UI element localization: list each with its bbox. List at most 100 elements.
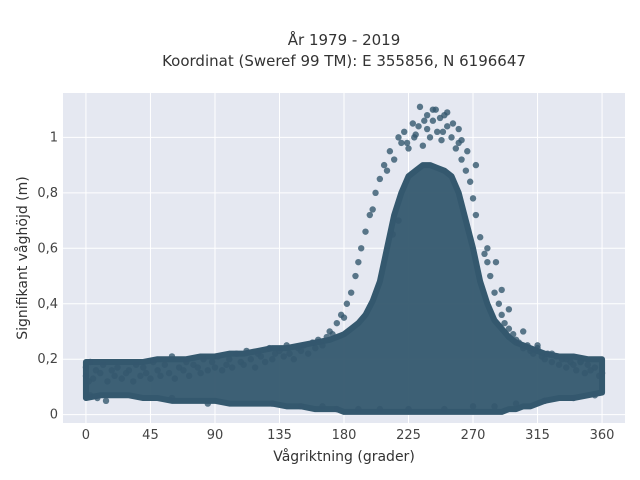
data-point-22 [154, 367, 161, 374]
data-point-160 [464, 148, 471, 155]
x-tick-label-6: 270 [461, 428, 486, 443]
data-point-185 [441, 405, 448, 413]
data-point-111 [472, 211, 480, 219]
data-point-78 [355, 258, 362, 266]
data-point-187 [491, 403, 498, 410]
data-point-174 [94, 394, 101, 402]
data-point-159 [458, 136, 465, 144]
data-point-178 [269, 400, 276, 407]
data-point-99 [429, 117, 437, 124]
data-point-168 [520, 328, 527, 335]
data-point-97 [423, 125, 431, 133]
data-point-139 [573, 367, 580, 374]
data-point-10 [111, 372, 118, 380]
data-point-125 [524, 342, 531, 349]
data-point-107 [458, 156, 465, 163]
data-point-81 [366, 211, 374, 219]
data-point-47 [243, 347, 250, 355]
data-point-30 [183, 358, 190, 366]
data-point-17 [137, 372, 144, 380]
data-point-59 [286, 350, 293, 357]
data-point-92 [405, 145, 412, 152]
data-point-150 [436, 114, 444, 122]
data-point-20 [147, 375, 154, 382]
data-point-34 [197, 369, 204, 377]
data-point-93 [409, 120, 417, 127]
data-point-69 [323, 333, 330, 341]
data-point-161 [472, 161, 480, 169]
data-point-164 [484, 245, 491, 252]
data-point-173 [87, 392, 94, 399]
data-point-138 [570, 361, 577, 368]
data-point-189 [541, 397, 548, 405]
data-point-182 [355, 405, 362, 413]
data-point-76 [347, 289, 355, 296]
data-point-110 [469, 195, 477, 202]
data-point-39 [214, 353, 222, 360]
data-point-115 [487, 272, 494, 280]
data-point-44 [233, 350, 240, 357]
data-point-19 [142, 369, 150, 377]
data-point-4 [89, 375, 97, 382]
data-point-51 [257, 353, 265, 360]
data-point-43 [228, 364, 236, 371]
data-point-8 [104, 378, 111, 385]
data-point-153 [455, 125, 462, 133]
data-point-80 [362, 228, 369, 235]
data-point-141 [581, 369, 589, 377]
data-point-48 [247, 356, 255, 363]
data-point-23 [157, 372, 164, 380]
x-axis-ticks: 0 45 90 135 180 225 270 315 360 [82, 428, 615, 443]
data-point-16 [132, 361, 140, 368]
data-point-31 [185, 372, 193, 380]
y-tick-label-3: 0,6 [37, 241, 58, 256]
chart-title-line2: Koordinat (Sweref 99 TM): E 355856, N 61… [162, 52, 526, 70]
data-point-172 [577, 358, 584, 366]
x-tick-label-8: 360 [590, 428, 615, 443]
data-point-165 [492, 258, 500, 266]
y-axis-ticks: 0 0,2 0,4 0,6 0,8 1 [37, 130, 58, 422]
data-point-6 [97, 369, 104, 377]
data-point-33 [194, 364, 201, 371]
data-point-136 [563, 364, 570, 371]
data-point-170 [548, 350, 556, 357]
data-point-96 [419, 142, 427, 149]
data-point-176 [168, 394, 176, 402]
data-point-40 [218, 367, 226, 374]
y-tick-label-4: 0,8 [37, 186, 58, 201]
data-point-88 [390, 156, 398, 163]
data-point-121 [509, 331, 517, 338]
data-point-95 [415, 123, 422, 130]
data-point-171 [563, 356, 570, 363]
data-point-87 [386, 148, 394, 155]
data-point-42 [226, 356, 233, 363]
data-point-191 [591, 392, 599, 399]
data-point-72 [333, 319, 341, 327]
data-point-118 [498, 311, 505, 319]
data-point-147 [416, 103, 424, 111]
data-point-130 [541, 356, 548, 363]
data-point-75 [343, 300, 351, 307]
data-point-84 [376, 175, 384, 183]
data-point-156 [421, 117, 428, 124]
data-point-134 [555, 361, 563, 368]
data-point-3 [87, 358, 94, 366]
data-point-105 [452, 145, 460, 152]
data-point-104 [448, 134, 455, 141]
x-tick-label-2: 90 [207, 428, 224, 443]
data-point-24 [161, 361, 168, 368]
data-point-169 [534, 342, 541, 349]
data-point-114 [484, 258, 491, 266]
data-point-89 [395, 134, 402, 141]
data-point-1 [82, 364, 90, 371]
data-point-101 [438, 136, 445, 144]
data-point-183 [376, 405, 384, 413]
data-point-123 [515, 339, 523, 346]
data-point-46 [240, 361, 247, 368]
data-points [82, 103, 606, 413]
y-tick-label-0: 0 [50, 408, 58, 423]
data-point-52 [261, 358, 269, 366]
data-point-29 [180, 367, 187, 374]
x-tick-label-3: 135 [267, 428, 292, 443]
